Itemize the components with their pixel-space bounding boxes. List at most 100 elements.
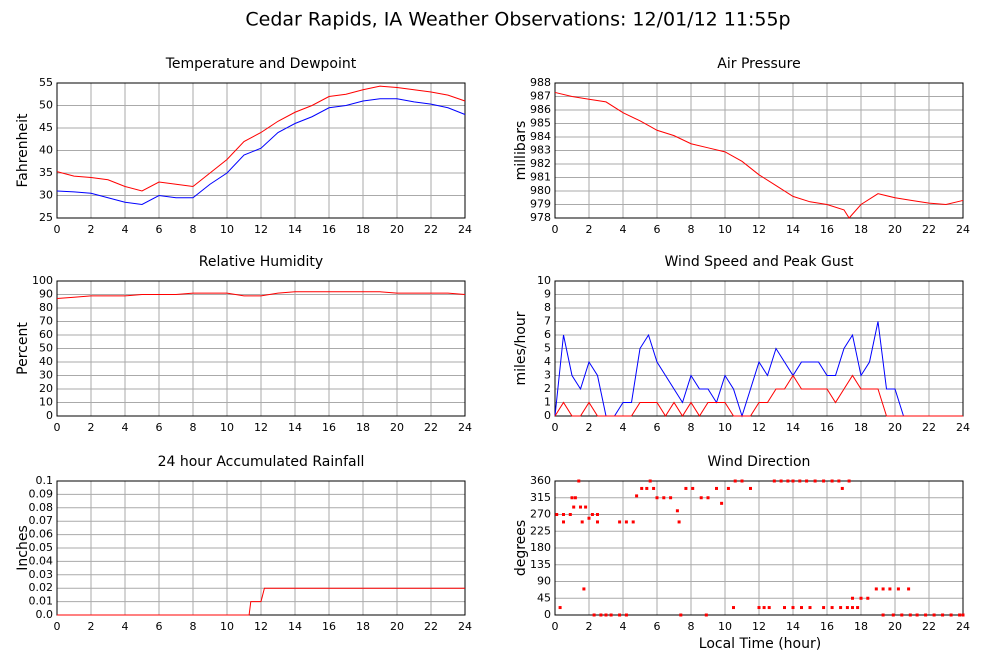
- scatter-point: [652, 486, 656, 490]
- x-tick-label: 6: [654, 223, 661, 236]
- scatter-point: [874, 587, 878, 591]
- y-tick-label: 10: [39, 396, 53, 409]
- x-tick-label: 4: [122, 421, 129, 434]
- x-axis-label: Local Time (hour): [699, 636, 821, 652]
- x-tick-label: 2: [586, 223, 593, 236]
- y-tick-label: 0.1: [36, 474, 54, 487]
- y-tick-label: 0.09: [29, 487, 54, 500]
- x-tick-label: 18: [356, 620, 370, 633]
- y-tick-label: 100: [32, 274, 53, 287]
- scatter-point: [562, 513, 565, 516]
- chart-title: Relative Humidity: [199, 254, 323, 270]
- scatter-point: [691, 486, 695, 490]
- x-tick-label: 0: [54, 620, 61, 633]
- scatter-point: [732, 606, 735, 610]
- scatter-point: [941, 613, 945, 617]
- scatter-point: [856, 606, 860, 610]
- scatter-point: [800, 606, 803, 610]
- y-axis-label: Inches: [15, 525, 31, 570]
- x-tick-label: 16: [820, 620, 834, 633]
- x-tick-label: 8: [190, 620, 197, 633]
- x-tick-label: 20: [390, 223, 404, 236]
- scatter-point: [915, 613, 919, 617]
- scatter-point: [684, 486, 688, 490]
- x-tick-label: 6: [654, 620, 661, 633]
- x-tick-label: 8: [688, 620, 695, 633]
- y-tick-label: 7: [544, 315, 551, 328]
- y-tick-label: 984: [530, 130, 551, 143]
- y-axis-label: degrees: [513, 520, 529, 576]
- scatter-point: [907, 587, 911, 591]
- x-tick-label: 4: [620, 223, 627, 236]
- x-tick-label: 10: [220, 421, 234, 434]
- y-tick-label: 180: [530, 541, 551, 554]
- scatter-point: [596, 520, 599, 524]
- scatter-point: [648, 479, 652, 483]
- x-tick-label: 0: [552, 620, 559, 633]
- y-axis-label: millibars: [513, 121, 529, 181]
- scatter-point: [699, 496, 703, 500]
- y-tick-label: 0.01: [29, 595, 54, 608]
- x-tick-label: 24: [458, 223, 472, 236]
- scatter-point: [573, 496, 577, 500]
- x-tick-label: 22: [424, 620, 438, 633]
- x-tick-label: 8: [190, 421, 197, 434]
- x-tick-label: 16: [322, 223, 336, 236]
- y-tick-label: 55: [39, 76, 53, 89]
- y-tick-label: 0.07: [29, 514, 54, 527]
- scatter-point: [592, 613, 596, 617]
- y-tick-label: 45: [537, 591, 551, 604]
- series-line: [57, 587, 465, 616]
- x-tick-label: 0: [552, 421, 559, 434]
- scatter-point: [847, 479, 851, 483]
- x-tick-label: 4: [620, 421, 627, 434]
- y-tick-label: 986: [530, 103, 551, 116]
- y-tick-label: 6: [544, 328, 551, 341]
- scatter-point: [604, 613, 608, 617]
- scatter-point: [908, 613, 912, 617]
- scatter-point: [580, 520, 584, 524]
- y-tick-label: 90: [39, 288, 53, 301]
- scatter-point: [749, 486, 752, 490]
- scatter-point: [645, 486, 649, 490]
- x-tick-label: 18: [356, 421, 370, 434]
- chart-title: Air Pressure: [717, 56, 800, 72]
- scatter-point: [679, 613, 683, 617]
- scatter-point: [896, 587, 900, 591]
- y-tick-label: 981: [530, 171, 551, 184]
- scatter-point: [924, 613, 928, 617]
- series-line: [554, 321, 963, 418]
- x-tick-label: 4: [620, 620, 627, 633]
- x-tick-label: 18: [854, 620, 868, 633]
- scatter-point: [813, 479, 817, 483]
- x-tick-label: 24: [458, 421, 472, 434]
- scatter-point: [798, 479, 802, 483]
- scatter-point: [577, 479, 581, 483]
- scatter-point: [568, 513, 572, 516]
- y-tick-label: 987: [530, 90, 551, 103]
- x-tick-label: 6: [156, 421, 163, 434]
- scatter-point: [840, 486, 844, 490]
- scatter-point: [740, 479, 744, 483]
- page-title: Cedar Rapids, IA Weather Observations: 1…: [245, 9, 790, 31]
- y-tick-label: 0.06: [29, 528, 54, 541]
- chart-title: Temperature and Dewpoint: [165, 56, 357, 72]
- scatter-point: [558, 606, 562, 610]
- scatter-point: [675, 509, 679, 513]
- chart-title: 24 hour Accumulated Rainfall: [158, 454, 365, 470]
- scatter-point: [845, 606, 849, 610]
- x-tick-label: 0: [552, 223, 559, 236]
- y-tick-label: 135: [530, 558, 551, 571]
- scatter-point: [618, 520, 622, 524]
- y-tick-label: 80: [39, 301, 53, 314]
- x-tick-label: 2: [88, 620, 95, 633]
- y-tick-label: 10: [537, 274, 551, 287]
- x-tick-label: 18: [356, 223, 370, 236]
- scatter-point: [830, 606, 834, 610]
- scatter-point: [733, 479, 737, 483]
- series-line: [56, 85, 466, 192]
- x-tick-label: 2: [88, 421, 95, 434]
- x-tick-label: 14: [288, 223, 302, 236]
- y-tick-label: 2: [544, 382, 551, 395]
- scatter-point: [587, 516, 591, 520]
